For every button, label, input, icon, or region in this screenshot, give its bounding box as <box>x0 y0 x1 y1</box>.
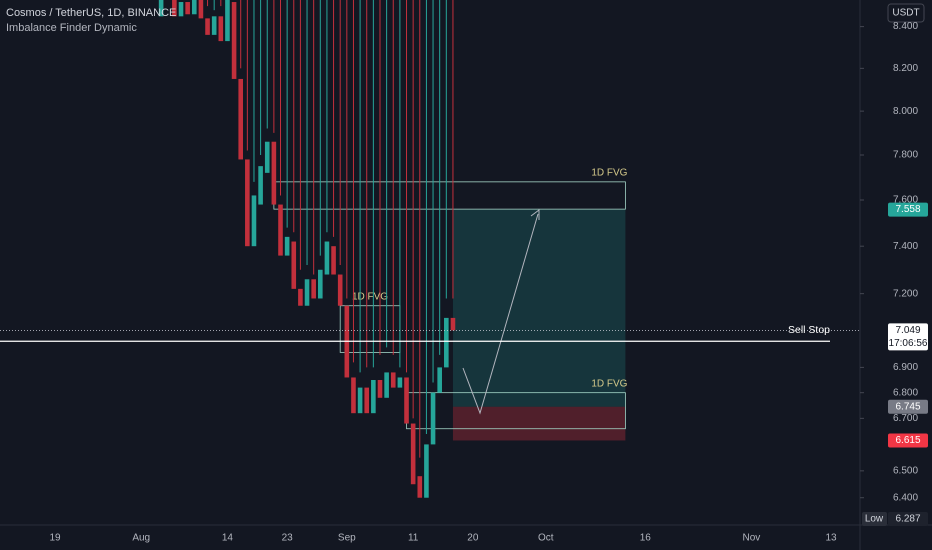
candle-body <box>351 377 356 414</box>
candle-body <box>298 288 303 306</box>
target-tag: 7.558 <box>895 204 920 215</box>
candle-body <box>191 0 197 15</box>
stop-tag-bg <box>888 433 928 448</box>
y-tick-label: 7.200 <box>893 288 918 299</box>
y-tick-label: 8.000 <box>893 106 918 117</box>
currency-box[interactable] <box>887 3 925 23</box>
y-tick-label: 7.600 <box>893 195 918 206</box>
current-price-bg <box>888 323 928 351</box>
candle-body <box>198 0 204 19</box>
stop-zone <box>452 406 626 441</box>
candle-body <box>178 2 184 17</box>
symbol-title: Cosmos / TetherUS, 1D, BINANCE <box>6 7 176 19</box>
x-tick-label: Aug <box>132 533 150 544</box>
y-tick-label: 6.700 <box>893 413 918 424</box>
fvg-label: 1D FVG <box>591 378 627 389</box>
target-zone <box>452 209 626 407</box>
x-tick-label: 13 <box>825 533 837 544</box>
x-tick-label: 19 <box>49 533 61 544</box>
low-label-bg <box>862 512 887 526</box>
low-tag: 6.287 <box>895 514 920 525</box>
plot-area: 1D FVG 1D FVG 1D FVG <box>158 0 628 498</box>
entry-tag: 6.745 <box>895 401 920 412</box>
candle-body <box>205 18 210 35</box>
y-tick-label: 6.800 <box>893 387 918 398</box>
y-tick-label: 7.800 <box>893 150 918 161</box>
candle-body <box>218 16 224 42</box>
x-tick-label: 16 <box>640 533 652 544</box>
candle-body <box>284 236 290 256</box>
stop-tag: 6.615 <box>895 435 920 446</box>
x-tick-label: Oct <box>538 533 554 544</box>
candle-body <box>238 78 244 160</box>
y-tick-label: 6.400 <box>893 492 918 503</box>
y-tick-label: 8.400 <box>893 21 918 32</box>
sell-stop-label: Sell Stop <box>788 324 830 336</box>
candle-body <box>264 141 270 173</box>
x-tick-label: 23 <box>282 533 294 544</box>
currency[interactable]: USDT <box>892 8 919 19</box>
candle-body <box>430 392 436 445</box>
countdown: 17:06:56 <box>889 338 928 349</box>
candle-body <box>324 241 330 275</box>
candle-body <box>225 0 230 42</box>
candle-body <box>337 274 343 306</box>
candle-body <box>377 379 383 398</box>
x-tick-label: Sep <box>338 533 356 544</box>
y-tick-label: 8.200 <box>893 63 918 74</box>
candle-body <box>317 269 323 299</box>
candle-body <box>331 246 336 275</box>
candle-body <box>417 476 423 498</box>
overlay <box>462 209 540 415</box>
candle-body <box>437 367 442 393</box>
entry-tag-bg <box>888 399 928 414</box>
candle-body <box>444 317 449 368</box>
candle-body <box>397 377 403 388</box>
arrow-head <box>530 209 540 220</box>
candle-body <box>231 2 237 79</box>
candle-body <box>185 2 190 15</box>
y-tick-label: 6.500 <box>893 465 918 476</box>
low-label: Low <box>865 514 884 525</box>
candle-body <box>357 387 363 414</box>
candle-body <box>450 317 456 331</box>
x-tick-label: 11 <box>408 533 419 544</box>
x-tick-label: Nov <box>743 533 761 544</box>
indicator-name: Imbalance Finder Dynamic <box>6 22 137 34</box>
candle-body <box>251 195 257 247</box>
candle-body <box>384 372 389 398</box>
candle-body <box>311 279 316 299</box>
candle-body <box>172 0 177 17</box>
candle-body <box>291 241 297 289</box>
candle-body <box>410 423 416 485</box>
target-tag-bg <box>888 202 928 217</box>
candle-body <box>424 444 429 498</box>
candle-body <box>271 141 277 205</box>
candle-body <box>390 372 396 388</box>
candle-body <box>404 377 409 424</box>
fvg-label: 1D FVG <box>591 167 627 178</box>
candle-body <box>371 379 376 414</box>
candle-body <box>304 279 310 306</box>
current-price-tag: 7.049 <box>895 325 920 336</box>
y-tick-label: 7.400 <box>893 241 918 252</box>
x-tick-label: 20 <box>467 533 479 544</box>
candle-body <box>364 387 370 414</box>
candle-body <box>245 159 250 247</box>
candle-body <box>258 166 263 205</box>
candle-body <box>158 0 164 17</box>
low-tag-bg <box>888 512 928 526</box>
projection-arrow <box>462 213 539 415</box>
candle-body <box>278 204 283 256</box>
candle-body <box>211 16 217 35</box>
x-tick-label: 14 <box>222 533 234 544</box>
y-tick-label: 6.900 <box>893 362 918 373</box>
fvg-label: 1D FVG <box>352 291 388 302</box>
